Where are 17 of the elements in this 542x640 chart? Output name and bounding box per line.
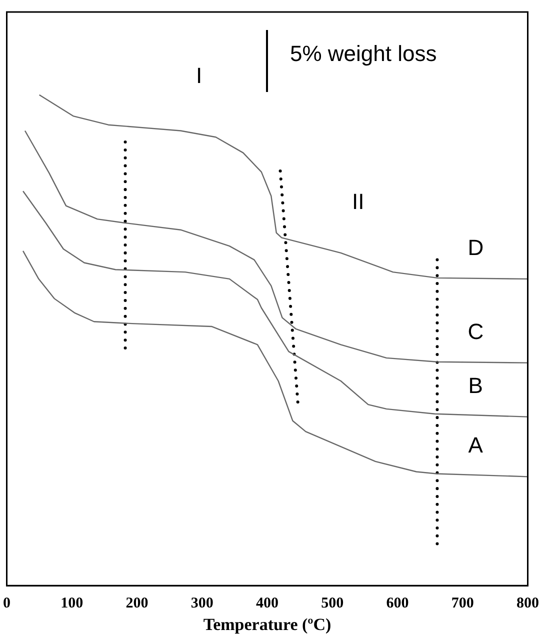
text: 5% weight loss: [290, 41, 437, 66]
annotation: II: [352, 189, 364, 214]
series-label: B: [468, 372, 483, 398]
x-axis-title: Temperature (ºC): [203, 615, 332, 634]
x-tick-label: 0: [3, 595, 10, 612]
x-tick-label: 300: [190, 595, 214, 612]
series-label: C: [468, 318, 484, 344]
x-tick-label: 800: [516, 595, 539, 612]
x-tick-label: 500: [321, 595, 344, 612]
x-tick-label: 400: [256, 595, 278, 612]
series-label: A: [468, 432, 484, 458]
series-label: D: [468, 234, 484, 260]
x-tick-label: 200: [126, 595, 148, 612]
x-tick-label: 700: [451, 595, 474, 612]
x-tick-label: 100: [60, 595, 84, 612]
x-tick-label: 600: [386, 595, 409, 612]
text: I: [196, 63, 202, 88]
